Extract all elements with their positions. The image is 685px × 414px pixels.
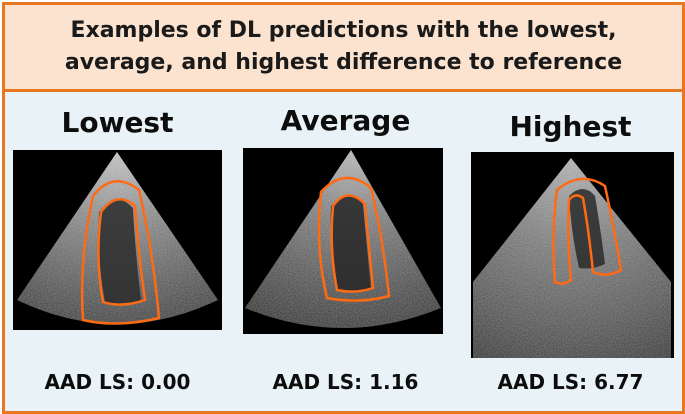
panel-title-average: Average — [280, 104, 411, 137]
panel-value-highest: AAD LS: 6.77 — [497, 370, 644, 394]
figure-header: Examples of DL predictions with the lowe… — [5, 5, 682, 92]
panel-highest: Highest — [459, 92, 682, 411]
ultrasound-image-lowest — [13, 150, 222, 330]
header-line-2: average, and highest difference to refer… — [64, 50, 623, 75]
panel-value-average: AAD LS: 1.16 — [272, 370, 419, 394]
panel-lowest: Lowest — [5, 92, 230, 411]
panel-title-highest: Highest — [509, 110, 632, 143]
panel-title-lowest: Lowest — [61, 106, 174, 139]
ultrasound-sector-highest — [473, 158, 671, 358]
header-title: Examples of DL predictions with the lowe… — [44, 15, 644, 79]
ultrasound-image-highest — [471, 152, 674, 358]
panel-average: Average — [233, 92, 458, 411]
ultrasound-sector-lowest — [17, 152, 218, 325]
panel-value-lowest: AAD LS: 0.00 — [44, 370, 191, 394]
ultrasound-sector-average — [245, 150, 441, 328]
header-line-1: Examples of DL predictions with the lowe… — [70, 18, 617, 43]
ultrasound-image-average — [243, 148, 443, 334]
